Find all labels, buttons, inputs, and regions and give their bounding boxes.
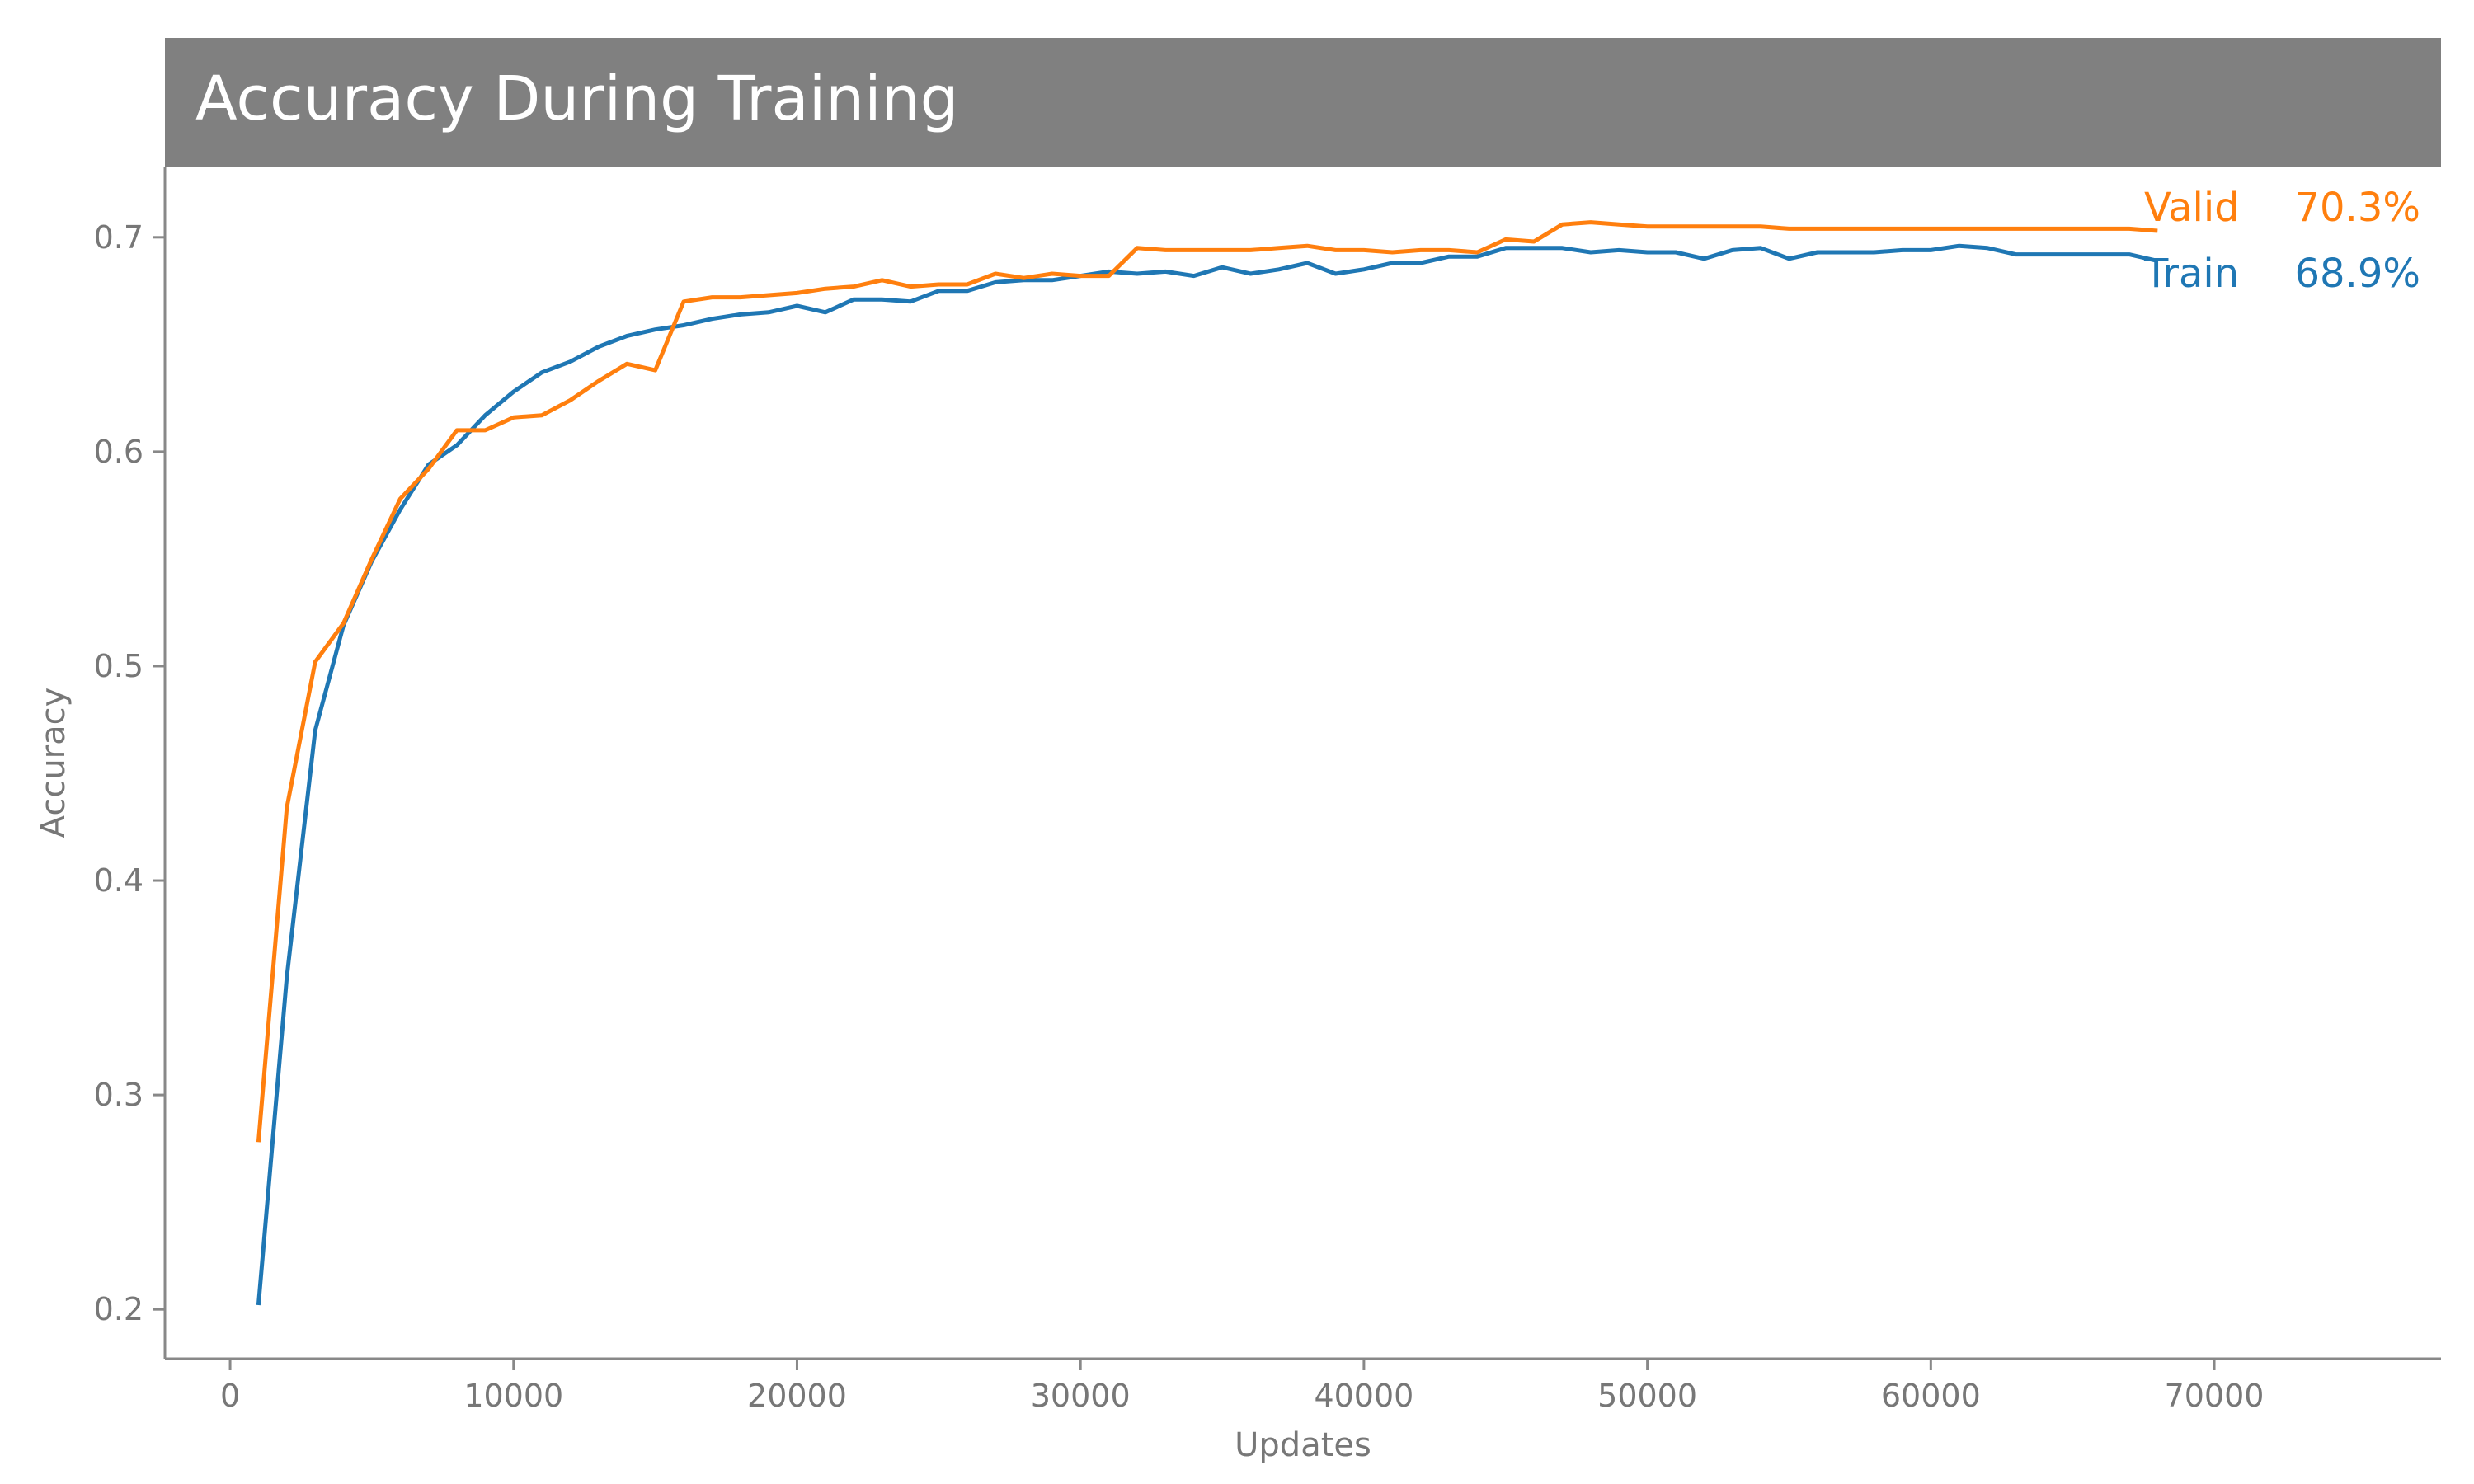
x-tick-label: 60000 (1881, 1378, 1981, 1414)
series-line-train (256, 243, 2158, 1306)
y-tick-label: 0.2 (94, 1291, 143, 1327)
y-tick-label: 0.7 (94, 219, 143, 256)
y-tick-label: 0.3 (94, 1077, 143, 1113)
end-label-name-train: Train (2143, 251, 2239, 297)
x-tick-label: 0 (220, 1378, 240, 1414)
series-line-valid (256, 220, 2158, 1143)
x-axis-ticks: 0 10000 20000 30000 40000 50000 60000 70000 (220, 1359, 2265, 1414)
x-tick-label: 40000 (1314, 1378, 1413, 1414)
y-axis-label: Accuracy (35, 688, 73, 838)
title-banner (165, 38, 2441, 167)
y-tick-label: 0.6 (94, 434, 143, 470)
end-label-name-valid: Valid (2144, 185, 2240, 231)
series-end-labels: 68.9% Train 70.3% Valid (2143, 185, 2420, 297)
end-label-value-train: 68.9% (2295, 251, 2420, 297)
x-tick-label: 30000 (1031, 1378, 1131, 1414)
series-lines (256, 220, 2158, 1306)
x-tick-label: 70000 (2165, 1378, 2265, 1414)
y-tick-label: 0.4 (94, 862, 143, 899)
end-label-value-valid: 70.3% (2295, 185, 2420, 231)
y-axis-ticks: 0.2 0.3 0.4 0.5 0.6 0.7 (94, 219, 165, 1327)
y-tick-label: 0.5 (94, 648, 143, 684)
x-tick-label: 50000 (1597, 1378, 1697, 1414)
x-tick-label: 20000 (747, 1378, 847, 1414)
chart-title: Accuracy During Training (195, 63, 959, 134)
x-tick-label: 10000 (463, 1378, 563, 1414)
x-axis-label: Updates (1235, 1426, 1371, 1464)
